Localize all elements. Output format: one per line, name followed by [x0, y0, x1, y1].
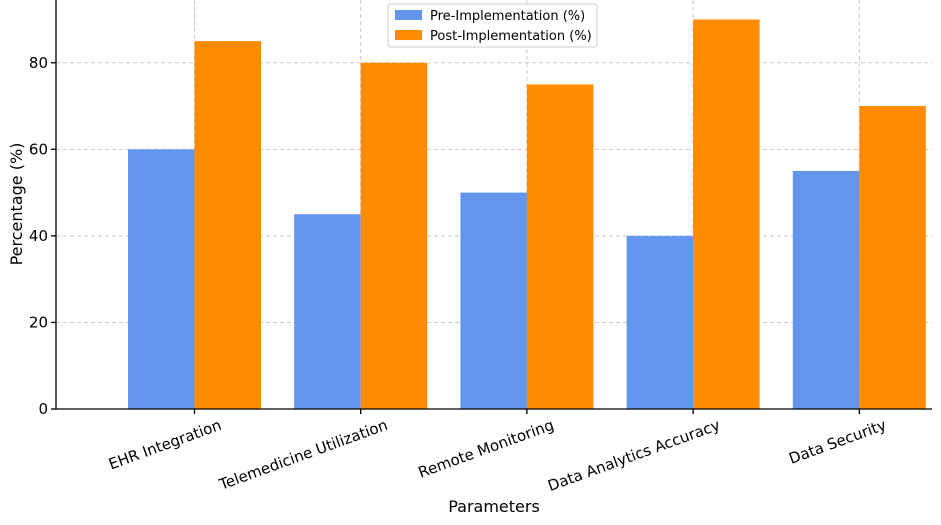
- axes: [55, 0, 932, 410]
- legend-swatch-pre: [395, 10, 422, 20]
- bar-post-implementation: [693, 19, 760, 409]
- legend-frame: [387, 3, 598, 48]
- y-tick-label: 40: [29, 227, 48, 245]
- bar-pre-implementation: [294, 214, 361, 409]
- bar-pre-implementation: [460, 192, 527, 409]
- legend-swatch-post: [395, 30, 422, 40]
- y-tick-label: 20: [29, 313, 48, 331]
- bar-pre-implementation: [792, 170, 860, 409]
- legend: Pre-Implementation (%) Post-Implementati…: [387, 3, 598, 48]
- x-tick-label: Data Analytics Accuracy: [545, 416, 722, 495]
- y-axis-label: Percentage (%): [7, 143, 26, 266]
- x-tick-label: Telemedicine Utilization: [216, 416, 390, 494]
- bar-post-implementation: [526, 84, 594, 410]
- y-tick-label: 0: [38, 400, 48, 418]
- bar-pre-implementation: [626, 235, 694, 409]
- bars: [128, 19, 926, 410]
- legend-label-post: Post-Implementation (%): [430, 29, 592, 44]
- x-tick-label: EHR Integration: [106, 416, 224, 473]
- bar-post-implementation: [360, 62, 428, 409]
- y-tick-label: 60: [29, 140, 48, 158]
- bar-post-implementation: [194, 41, 261, 410]
- x-axis-label: Parameters: [448, 497, 540, 516]
- y-tick-label: 80: [29, 54, 48, 72]
- x-tick-label: Data Security: [786, 416, 888, 468]
- legend-label-pre: Pre-Implementation (%): [430, 9, 585, 24]
- x-tick-label: Remote Monitoring: [416, 416, 556, 482]
- bar-pre-implementation: [128, 149, 195, 410]
- bar-post-implementation: [859, 106, 926, 409]
- y-ticks: 0 20 40 60 80: [29, 54, 56, 418]
